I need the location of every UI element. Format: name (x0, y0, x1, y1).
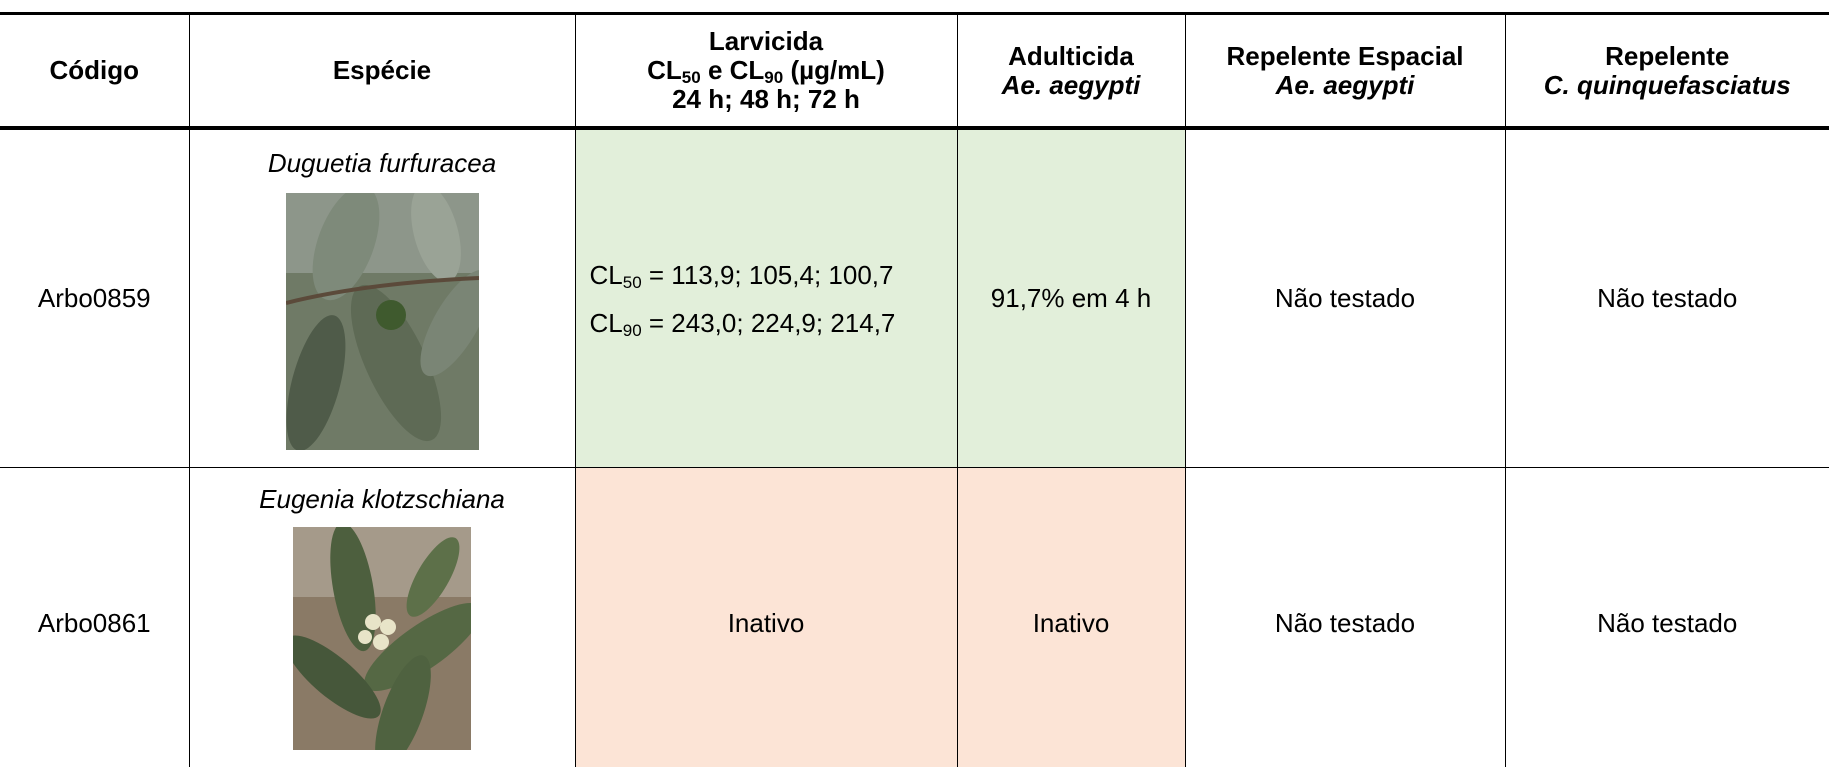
header-text: 24 h; 48 h; 72 h (672, 84, 860, 114)
header-text: Repelente (1605, 40, 1730, 71)
cell-text: Inativo (727, 607, 805, 638)
larvicide-line: CL50 = 113,9; 105,4; 100,7 (576, 251, 957, 299)
header-text: C. quinquefasciatus (1543, 69, 1791, 100)
row: Arbo0861 Eugenia klotzschiana Inativo In… (0, 467, 1829, 767)
header-text: Ae. aegypti (1275, 69, 1415, 100)
subscript: 50 (622, 272, 642, 292)
cell-text: Inativo (1032, 607, 1110, 638)
cell-text: = 243,0; 224,9; 214,7 (641, 307, 896, 338)
cell-text: CL (589, 307, 623, 338)
header-cell: Espécie (188, 12, 575, 130)
cell-text: Não testado (1597, 607, 1738, 638)
cell: Inativo (574, 467, 957, 767)
cell-text: Não testado (1597, 283, 1738, 313)
header-text: Adulticida (1008, 40, 1134, 71)
subscript: 90 (622, 320, 642, 340)
header-text: CL (647, 55, 682, 85)
cell: Não testado (1504, 128, 1829, 468)
header-text: (µg/mL) (783, 55, 885, 85)
header-text: Ae. aegypti (1001, 69, 1141, 100)
cell: Arbo0859 (0, 128, 189, 468)
code: Arbo0859 (37, 283, 151, 313)
cell: Não testado (1504, 467, 1829, 767)
subscript: 50 (681, 68, 701, 87)
cell-text: Não testado (1274, 283, 1416, 313)
cell: Inativo (956, 467, 1185, 767)
cell-text: = 113,9; 105,4; 100,7 (641, 259, 894, 290)
header-text: e CL (700, 55, 765, 85)
larvicide-line: CL90 = 243,0; 224,9; 214,7 (576, 299, 957, 347)
cell-text: Não testado (1274, 607, 1416, 638)
row: Arbo0859 Duguetia furfuracea CL50 = 113,… (0, 128, 1829, 468)
results-table: Código Espécie Larvicida CL50 e CL90 (µg… (0, 12, 1829, 767)
cell-text: CL (589, 259, 623, 290)
header-cell: Larvicida CL50 e CL90 (µg/mL) 24 h; 48 h… (574, 12, 957, 130)
species-name: Duguetia furfuracea (267, 148, 497, 178)
subscript: 90 (764, 68, 784, 87)
cell: Eugenia klotzschiana (188, 467, 575, 767)
species-name: Eugenia klotzschiana (259, 484, 505, 514)
header-cell: Código (0, 12, 189, 130)
code: Arbo0861 (37, 607, 151, 638)
header-text: Larvicida (708, 26, 824, 56)
header-cell: Adulticida Ae. aegypti (956, 12, 1185, 130)
cell-text: 91,7% em 4 h (990, 283, 1152, 313)
cell: Duguetia furfuracea (188, 128, 575, 468)
cell: CL50 = 113,9; 105,4; 100,7 CL90 = 243,0;… (574, 128, 957, 468)
cell: Arbo0861 (0, 468, 189, 767)
plant-photo (285, 193, 479, 450)
header-row: Código Espécie Larvicida CL50 e CL90 (µg… (0, 12, 1829, 130)
header-text: Espécie (332, 55, 432, 85)
header-text: Repelente Espacial (1226, 40, 1464, 71)
cell: Não testado (1184, 467, 1505, 767)
cell: 91,7% em 4 h (956, 128, 1185, 468)
cell: Não testado (1184, 128, 1505, 468)
header-text: Código (49, 55, 140, 85)
header-cell: Repelente C. quinquefasciatus (1504, 12, 1829, 130)
header-cell: Repelente Espacial Ae. aegypti (1184, 12, 1505, 130)
plant-photo (293, 527, 471, 750)
